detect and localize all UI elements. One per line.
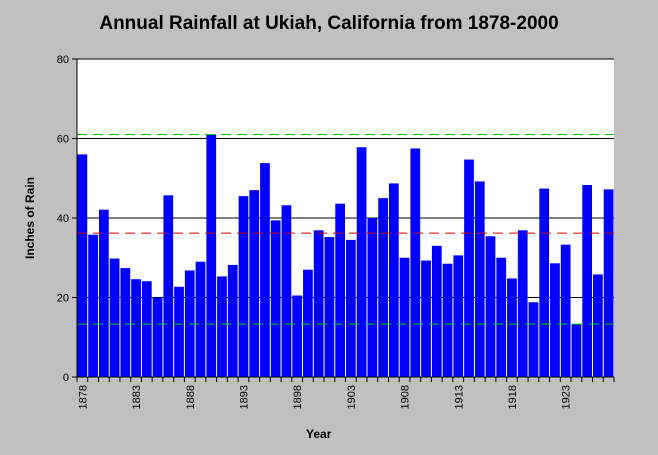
axes: 0 20 40 60 80 1878 1883 1888 1893 1898 1903 1908 191… — [57, 54, 615, 409]
bar-1905 — [367, 218, 378, 377]
bar-1917 — [496, 257, 507, 377]
y-tick-label: 60 — [57, 134, 69, 146]
bar-1880 — [98, 209, 109, 377]
bar-1910 — [421, 260, 431, 377]
bar-1879 — [88, 234, 98, 377]
x-tick-label: 1908 — [400, 385, 412, 409]
bar-1897 — [281, 205, 292, 377]
x-tick-label: 1923 — [561, 385, 573, 409]
bar-1890 — [206, 134, 217, 377]
bar-1900 — [313, 230, 324, 377]
bar-1912 — [442, 263, 453, 377]
x-tick-label: 1893 — [238, 385, 250, 409]
y-tick-label: 20 — [57, 293, 69, 305]
bar-1923 — [560, 244, 571, 377]
bar-1916 — [485, 236, 496, 377]
bar-1913 — [453, 255, 464, 377]
x-tick-label: 1918 — [507, 385, 519, 409]
bar-1885 — [152, 297, 163, 377]
bar-1902 — [335, 203, 345, 377]
x-tick-label: 1913 — [453, 385, 465, 409]
bar-1919 — [517, 230, 528, 377]
bar-1899 — [303, 269, 313, 377]
bar-1911 — [431, 245, 442, 377]
bar-1926 — [593, 274, 603, 377]
x-tick-label: 1898 — [292, 385, 304, 409]
bar-1920 — [528, 302, 539, 377]
bar-1883 — [131, 279, 141, 377]
bar-1908 — [399, 257, 410, 377]
bar-1881 — [109, 258, 120, 377]
bar-1889 — [195, 261, 206, 377]
bar-1892 — [227, 264, 238, 377]
bar-1894 — [249, 190, 260, 377]
bar-1922 — [550, 263, 560, 377]
bar-1878 — [77, 154, 88, 377]
bar-1907 — [388, 183, 399, 377]
x-tick-label: 1883 — [131, 385, 143, 409]
y-tick-label: 0 — [63, 372, 69, 384]
bar-1906 — [378, 198, 388, 377]
bar-1893 — [238, 196, 249, 377]
x-axis-label: Year — [306, 427, 332, 441]
reference-lines — [77, 134, 614, 325]
bar-1891 — [217, 276, 227, 377]
bar-1886 — [163, 195, 174, 377]
x-tick-label: 1888 — [185, 385, 197, 409]
bar-1904 — [356, 147, 367, 377]
bar-1884 — [141, 281, 152, 377]
bar-1898 — [292, 295, 303, 377]
bar-1915 — [474, 181, 485, 377]
bar-1901 — [324, 237, 335, 377]
bar-1924 — [571, 324, 582, 377]
bar-1909 — [410, 148, 421, 377]
bar-1895 — [260, 163, 270, 377]
bar-1927 — [603, 189, 614, 377]
bar-1925 — [582, 185, 593, 377]
bar-1921 — [539, 188, 550, 377]
x-tick-label: 1903 — [346, 385, 358, 409]
chart-title: Annual Rainfall at Ukiah, California fro… — [99, 13, 559, 34]
y-tick-label: 80 — [57, 54, 69, 66]
bar-1903 — [346, 239, 356, 377]
x-tick-label: 1878 — [77, 385, 89, 409]
bar-1914 — [464, 159, 474, 377]
bar-1918 — [507, 278, 517, 377]
bar-1882 — [120, 268, 131, 377]
y-tick-label: 40 — [57, 213, 69, 225]
bar-1887 — [174, 286, 184, 377]
bar-1896 — [270, 220, 281, 377]
